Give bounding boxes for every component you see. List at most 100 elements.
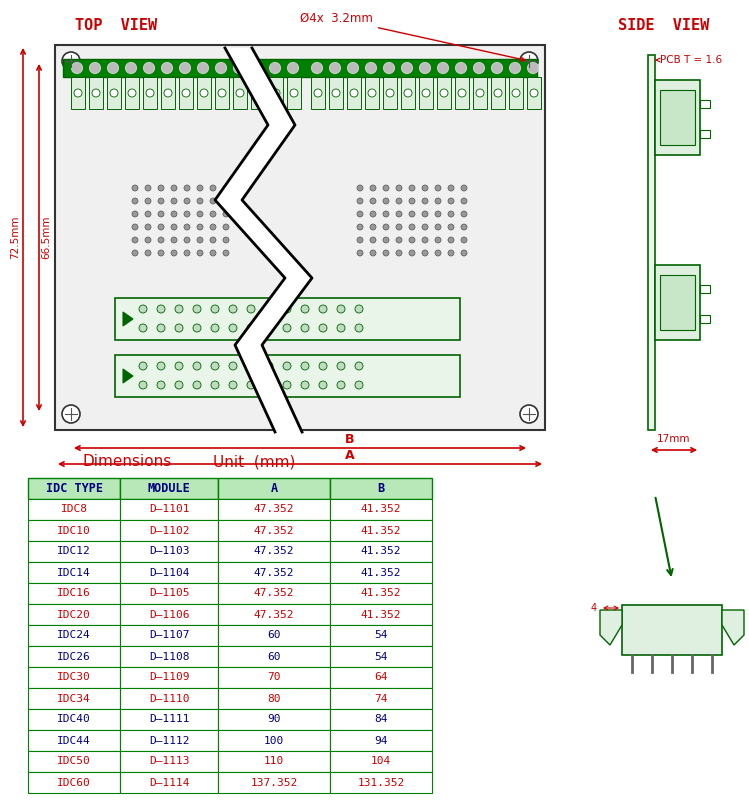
Circle shape <box>337 324 345 332</box>
Circle shape <box>348 62 359 74</box>
Circle shape <box>419 62 431 74</box>
Circle shape <box>171 211 177 217</box>
Bar <box>120 688 218 709</box>
Text: IDC60: IDC60 <box>57 778 91 787</box>
Bar <box>509 77 523 109</box>
Circle shape <box>247 362 255 370</box>
Circle shape <box>396 224 402 230</box>
Circle shape <box>62 405 80 423</box>
Circle shape <box>422 198 428 204</box>
Circle shape <box>193 324 201 332</box>
Bar <box>120 709 218 730</box>
Bar <box>120 667 218 688</box>
Text: 41.352: 41.352 <box>361 505 401 514</box>
Circle shape <box>180 62 190 74</box>
Circle shape <box>89 62 100 74</box>
Text: IDC14: IDC14 <box>57 567 91 578</box>
Text: D–1113: D–1113 <box>149 757 189 766</box>
Circle shape <box>461 198 467 204</box>
Circle shape <box>229 381 237 389</box>
Bar <box>437 77 451 109</box>
Circle shape <box>132 224 138 230</box>
Circle shape <box>146 89 154 97</box>
Circle shape <box>435 224 441 230</box>
Circle shape <box>211 324 219 332</box>
Bar <box>311 77 325 109</box>
Circle shape <box>158 224 164 230</box>
Bar <box>115 298 460 340</box>
Circle shape <box>210 198 216 204</box>
Text: IDC26: IDC26 <box>57 651 91 662</box>
Circle shape <box>409 237 415 243</box>
Circle shape <box>171 250 177 256</box>
Circle shape <box>158 198 164 204</box>
Circle shape <box>193 305 201 313</box>
Bar <box>330 646 432 667</box>
Polygon shape <box>123 312 133 326</box>
Bar <box>233 77 247 109</box>
Circle shape <box>357 250 363 256</box>
Circle shape <box>383 211 389 217</box>
Text: 41.352: 41.352 <box>361 526 401 535</box>
Circle shape <box>396 250 402 256</box>
Circle shape <box>383 224 389 230</box>
Circle shape <box>319 362 327 370</box>
Bar <box>120 751 218 772</box>
Circle shape <box>145 224 151 230</box>
Circle shape <box>491 62 503 74</box>
Bar <box>527 77 541 109</box>
Bar <box>28 499 120 520</box>
Circle shape <box>157 305 165 313</box>
Circle shape <box>157 324 165 332</box>
Circle shape <box>396 185 402 191</box>
Polygon shape <box>123 369 133 383</box>
Text: 47.352: 47.352 <box>254 546 294 557</box>
Circle shape <box>145 198 151 204</box>
Circle shape <box>210 185 216 191</box>
Bar <box>700 130 710 138</box>
Bar <box>218 562 330 583</box>
Circle shape <box>527 62 539 74</box>
Circle shape <box>197 198 203 204</box>
Bar <box>143 77 157 109</box>
Circle shape <box>62 52 80 70</box>
Circle shape <box>229 305 237 313</box>
Bar <box>120 478 218 499</box>
Circle shape <box>223 211 229 217</box>
Text: D–1111: D–1111 <box>149 714 189 725</box>
Bar <box>218 604 330 625</box>
Circle shape <box>473 62 485 74</box>
Circle shape <box>409 224 415 230</box>
Circle shape <box>197 211 203 217</box>
Circle shape <box>139 305 147 313</box>
Circle shape <box>396 237 402 243</box>
Text: D–1109: D–1109 <box>149 673 189 682</box>
Bar <box>179 77 193 109</box>
Bar <box>330 583 432 604</box>
Bar <box>218 772 330 793</box>
Circle shape <box>158 237 164 243</box>
Circle shape <box>290 89 298 97</box>
Circle shape <box>355 362 363 370</box>
Circle shape <box>409 198 415 204</box>
Circle shape <box>223 250 229 256</box>
Bar <box>28 772 120 793</box>
Text: D–1105: D–1105 <box>149 589 189 598</box>
Circle shape <box>184 224 190 230</box>
Bar <box>330 772 432 793</box>
Bar <box>218 709 330 730</box>
Bar <box>330 478 432 499</box>
Text: 110: 110 <box>264 757 284 766</box>
Circle shape <box>404 89 412 97</box>
Text: 47.352: 47.352 <box>254 610 294 619</box>
Circle shape <box>461 211 467 217</box>
Bar <box>218 688 330 709</box>
Bar <box>419 77 433 109</box>
Circle shape <box>164 89 172 97</box>
Circle shape <box>184 198 190 204</box>
Bar <box>120 604 218 625</box>
Circle shape <box>301 305 309 313</box>
Circle shape <box>350 89 358 97</box>
Text: 47.352: 47.352 <box>254 505 294 514</box>
Text: 41.352: 41.352 <box>361 610 401 619</box>
